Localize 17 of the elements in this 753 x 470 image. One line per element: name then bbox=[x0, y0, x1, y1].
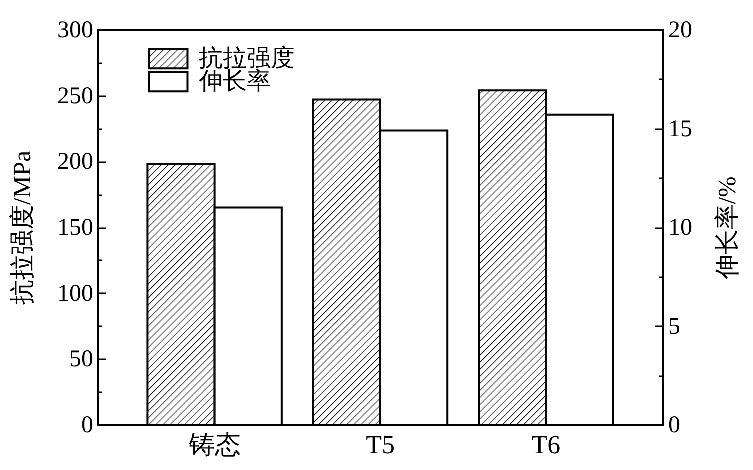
y-tick-label: 250 bbox=[58, 83, 94, 110]
y2-tick-label: 20 bbox=[668, 18, 692, 44]
y2-tick-label: 0 bbox=[668, 412, 680, 438]
x-tick-label: T5 bbox=[366, 430, 395, 460]
y-axis-title: 抗拉强度/MPa bbox=[8, 150, 36, 306]
y-tick-label: 300 bbox=[58, 18, 94, 44]
y2-tick-label: 5 bbox=[668, 314, 680, 340]
y2-axis-title: 伸长率/% bbox=[714, 176, 742, 280]
y2-tick-label: 10 bbox=[668, 215, 692, 241]
y-tick-label: 50 bbox=[70, 346, 94, 373]
x-tick-label: 铸态 bbox=[188, 430, 241, 460]
y-tick-label: 200 bbox=[58, 149, 94, 176]
y-tick-label: 0 bbox=[82, 412, 94, 438]
y-tick-label: 150 bbox=[58, 215, 94, 241]
y-tick-label: 100 bbox=[58, 280, 94, 307]
x-tick-label: T6 bbox=[532, 430, 561, 460]
y2-tick-label: 15 bbox=[668, 116, 692, 142]
